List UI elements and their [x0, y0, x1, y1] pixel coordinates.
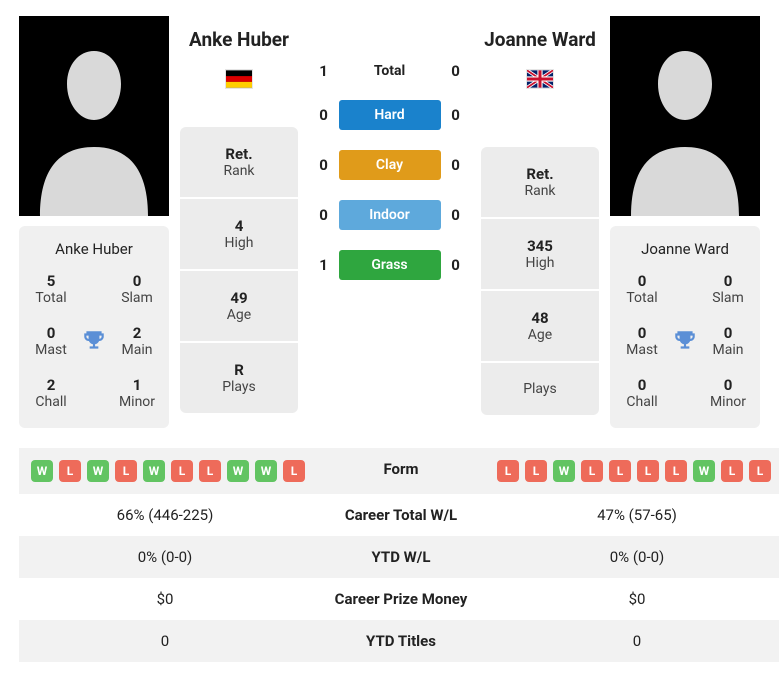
ytd-wl-right: 0% (0-0): [491, 536, 779, 578]
career-wl-left: 66% (446-225): [19, 494, 311, 536]
h2h-column: 1 Total 0 0 Hard 0 0 Clay 0 0 Indoor 0 1 Gr…: [315, 16, 465, 428]
h2h-surface-row: 0 Clay 0: [315, 150, 465, 180]
form-result: L: [199, 460, 221, 482]
surface-pill[interactable]: Hard: [339, 100, 441, 130]
player-right-name-small: Joanne Ward: [616, 240, 754, 258]
form-result: L: [581, 460, 603, 482]
ytd-titles-left: 0: [19, 620, 311, 662]
trophy-icon: [81, 328, 107, 354]
surface-pill[interactable]: Clay: [339, 150, 441, 180]
form-result: W: [143, 460, 165, 482]
form-result: L: [721, 460, 743, 482]
form-right: LLWLLLLWLL: [491, 448, 779, 494]
flag-de-icon: [225, 69, 253, 89]
player-left-name-small: Anke Huber: [25, 240, 163, 258]
ytd-titles-right: 0: [491, 620, 779, 662]
form-result: L: [283, 460, 305, 482]
stat-label-form: Form: [311, 448, 491, 494]
form-result: W: [31, 460, 53, 482]
trophy-icon: [672, 328, 698, 354]
player-left-name[interactable]: Anke Huber: [189, 28, 289, 51]
h2h-surface-row: 0 Indoor 0: [315, 200, 465, 230]
stat-label-ytd-wl: YTD W/L: [311, 536, 491, 578]
stats-table: WLWLWLLWWL Form LLWLLLLWLL 66% (446-225)…: [19, 448, 760, 662]
stat-label-prize: Career Prize Money: [311, 578, 491, 620]
form-result: L: [749, 460, 771, 482]
player-right-rank-card: Ret.Rank 345High 48Age Plays: [481, 147, 599, 415]
player-left-rank-card: Ret.Rank 4High 49Age RPlays: [180, 127, 298, 413]
h2h-total-row: 1 Total 0: [315, 62, 465, 80]
center-block: Anke Huber Ret.Rank 4High 49Age RPlays 1…: [169, 16, 610, 428]
h2h-surface-row: 0 Hard 0: [315, 100, 465, 130]
form-result: W: [553, 460, 575, 482]
form-result: L: [59, 460, 81, 482]
form-result: W: [693, 460, 715, 482]
player-right-name[interactable]: Joanne Ward: [484, 28, 596, 51]
head-to-head-top: Anke Huber 5Total 0Slam 0Mast 2Main 2Cha…: [19, 16, 760, 428]
player-right-titles-card: Joanne Ward 0Total 0Slam 0Mast 0Main 0Ch…: [610, 226, 760, 428]
player-left-avatar: [19, 16, 169, 216]
form-result: W: [255, 460, 277, 482]
form-result: L: [497, 460, 519, 482]
player-right-avatar: [610, 16, 760, 216]
player-right-block: Joanne Ward 0Total 0Slam 0Mast 0Main 0Ch…: [610, 16, 760, 428]
surface-pill[interactable]: Indoor: [339, 200, 441, 230]
form-result: W: [227, 460, 249, 482]
flag-gb-icon: [526, 69, 554, 89]
player-left-block: Anke Huber 5Total 0Slam 0Mast 2Main 2Cha…: [19, 16, 169, 428]
form-result: L: [665, 460, 687, 482]
form-left: WLWLWLLWWL: [19, 448, 311, 494]
form-result: L: [525, 460, 547, 482]
form-result: L: [115, 460, 137, 482]
prize-right: $0: [491, 578, 779, 620]
player-right-name-col: Joanne Ward Ret.Rank 345High 48Age Plays: [480, 16, 600, 428]
form-result: W: [87, 460, 109, 482]
stat-label-career-wl: Career Total W/L: [311, 494, 491, 536]
stat-label-ytd-titles: YTD Titles: [311, 620, 491, 662]
h2h-surface-row: 1 Grass 0: [315, 250, 465, 280]
ytd-wl-left: 0% (0-0): [19, 536, 311, 578]
player-left-name-col: Anke Huber Ret.Rank 4High 49Age RPlays: [179, 16, 299, 428]
form-result: L: [637, 460, 659, 482]
form-result: L: [171, 460, 193, 482]
career-wl-right: 47% (57-65): [491, 494, 779, 536]
surface-pill[interactable]: Grass: [339, 250, 441, 280]
player-left-titles-card: Anke Huber 5Total 0Slam 0Mast 2Main 2Cha…: [19, 226, 169, 428]
form-result: L: [609, 460, 631, 482]
prize-left: $0: [19, 578, 311, 620]
